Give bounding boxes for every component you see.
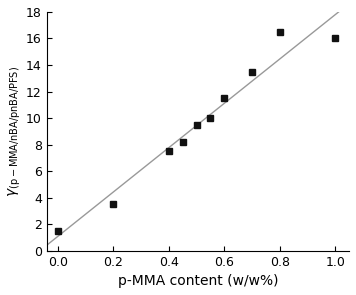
X-axis label: p-MMA content (w/w%): p-MMA content (w/w%) (117, 274, 278, 288)
Y-axis label: $\gamma_{(\mathregular{p-MMA/nBA/pnBA/PFS})}$: $\gamma_{(\mathregular{p-MMA/nBA/pnBA/PF… (7, 66, 23, 197)
